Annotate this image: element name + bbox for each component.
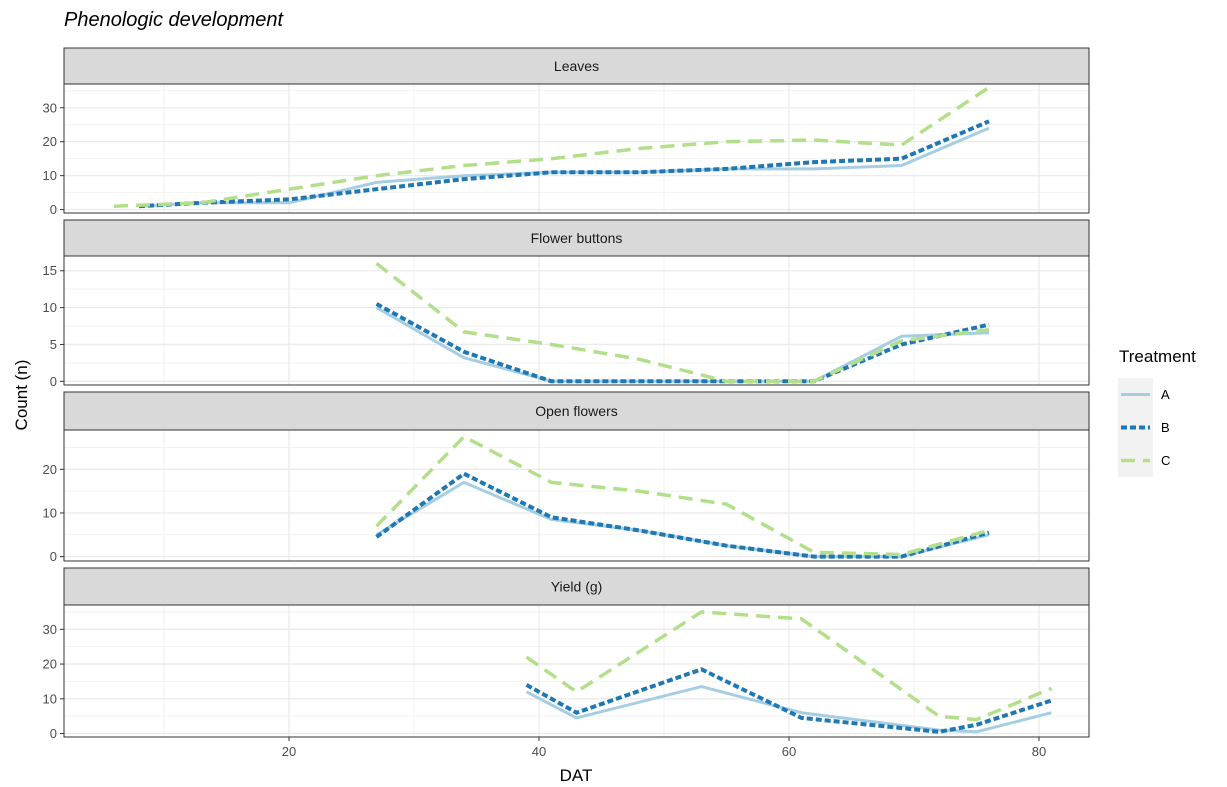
series-line-C xyxy=(375,262,990,384)
series-line-B xyxy=(525,667,1053,734)
x-axis-title: DAT xyxy=(560,766,593,785)
y-tick-label: 5 xyxy=(50,337,57,352)
legend: Treatment A B C xyxy=(1118,347,1196,477)
y-tick-label: 30 xyxy=(43,622,57,637)
series-line-B xyxy=(375,302,990,384)
y-axis-title: Count (n) xyxy=(12,360,31,431)
y-tick-label: 20 xyxy=(43,462,57,477)
panel-background xyxy=(64,256,1089,385)
panel-4: Yield (g) 0 10 20 30 xyxy=(43,567,1090,741)
y-tick-label: 10 xyxy=(43,300,57,315)
y-tick-label: 20 xyxy=(43,134,57,149)
series-line-B xyxy=(138,119,990,209)
facet-strip-label: Open flowers xyxy=(535,403,617,419)
legend-title: Treatment xyxy=(1119,347,1196,366)
series-line-C xyxy=(113,85,990,208)
panel-border xyxy=(63,255,1090,386)
y-tick-label: 10 xyxy=(43,505,57,520)
x-tick-label: 80 xyxy=(1032,744,1046,759)
facet-strip xyxy=(63,391,1090,431)
facet-strip xyxy=(63,47,1090,85)
panel-border xyxy=(63,429,1090,562)
panel-background xyxy=(64,430,1089,561)
y-tick-label: 10 xyxy=(43,691,57,706)
legend-label-B: B xyxy=(1161,420,1170,435)
facet-strip-label: Leaves xyxy=(554,58,599,74)
x-tick-label: 40 xyxy=(532,744,546,759)
facet-strip-label: Yield (g) xyxy=(551,579,603,595)
x-tick-label: 60 xyxy=(782,744,796,759)
y-tick-label: 15 xyxy=(43,263,57,278)
series-line-A xyxy=(525,685,1052,734)
y-tick-label: 10 xyxy=(43,168,57,183)
series-line-C xyxy=(525,610,1053,722)
x-axis: 20 40 60 80 xyxy=(282,737,1046,759)
panel-background xyxy=(64,84,1089,213)
chart-title: Phenologic development xyxy=(64,9,284,31)
y-tick-label: 0 xyxy=(50,549,57,564)
panel-2: Flower buttons 0 5 10 15 xyxy=(43,219,1090,389)
legend-label-C: C xyxy=(1161,453,1170,468)
panel-3: Open flowers 0 10 20 xyxy=(43,391,1090,564)
y-tick-label: 0 xyxy=(50,726,57,741)
panel-border xyxy=(63,604,1090,738)
x-tick-label: 20 xyxy=(282,744,296,759)
facet-strip xyxy=(63,219,1090,257)
y-tick-label: 0 xyxy=(50,374,57,389)
facet-strip-label: Flower buttons xyxy=(531,230,623,246)
y-tick-label: 30 xyxy=(43,100,57,115)
series-line-A xyxy=(375,306,990,383)
facet-panels: Leaves 0 10 20 30 Flower buttons 0 5 10 15 Open fl… xyxy=(43,47,1090,741)
y-tick-label: 20 xyxy=(43,657,57,672)
legend-label-A: A xyxy=(1161,387,1170,402)
y-tick-label: 0 xyxy=(50,202,57,217)
series-line-C xyxy=(375,434,990,557)
panel-border xyxy=(63,83,1090,214)
series-line-B xyxy=(375,471,990,559)
panel-1: Leaves 0 10 20 30 xyxy=(43,47,1090,217)
panel-background xyxy=(64,605,1089,737)
